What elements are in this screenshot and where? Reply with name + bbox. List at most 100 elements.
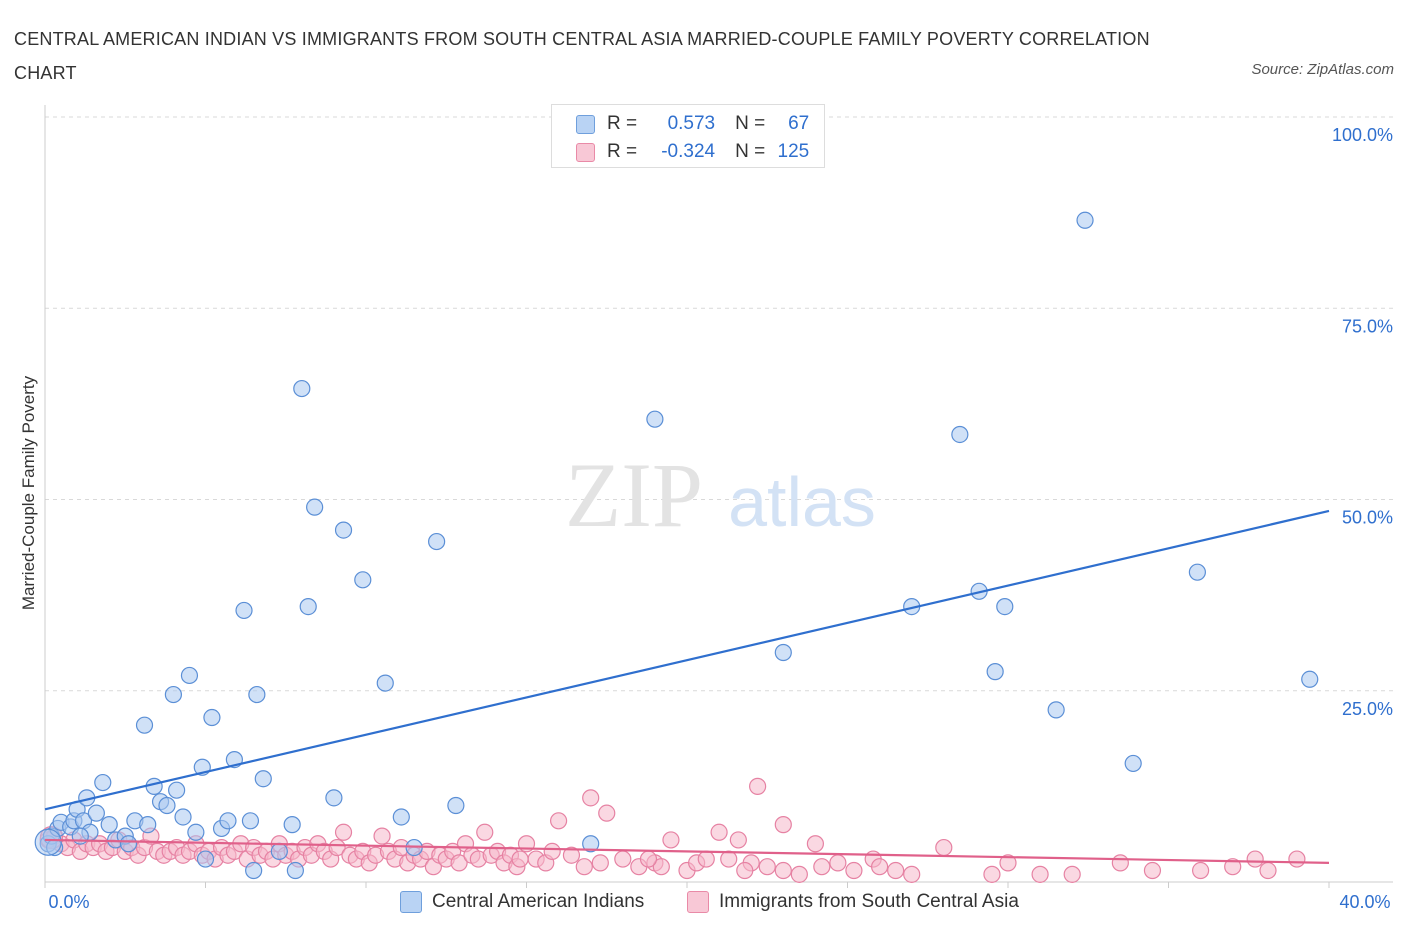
pink-data-point [806, 835, 825, 853]
pink-data-point [736, 861, 754, 880]
blue-data-point [235, 601, 253, 620]
legend-blue-r-label: R = [607, 113, 638, 134]
blue-data-point [299, 597, 317, 616]
blue-series-points [34, 211, 1319, 880]
series-swatch-pink [687, 891, 709, 913]
pink-data-point [829, 854, 847, 872]
blue-data-point [241, 812, 260, 830]
blue-data-point [1301, 670, 1319, 688]
series-legend-blue: Central American Indians [400, 888, 644, 916]
pink-data-point [598, 804, 616, 822]
blue-data-point [646, 410, 664, 428]
blue-data-point [158, 796, 176, 815]
watermark-atlas: atlas [728, 463, 876, 541]
blue-data-point [219, 812, 237, 830]
y-tick-label: 50.0% [1342, 508, 1393, 528]
blue-data-point [447, 796, 465, 815]
blue-data-point [254, 770, 272, 788]
blue-data-point [196, 850, 215, 868]
blue-data-point [94, 773, 112, 792]
pink-data-point [697, 850, 715, 868]
series-swatch-blue [400, 891, 422, 913]
y-axis-label: Married-Couple Family Poverty [19, 375, 38, 610]
pink-data-point [614, 850, 632, 868]
blue-data-point [248, 685, 266, 704]
y-tick-label: 75.0% [1342, 316, 1393, 336]
blue-data-point [87, 804, 105, 822]
pink-data-point [774, 861, 792, 880]
source-credit: Source: ZipAtlas.com [1251, 61, 1394, 78]
pink-data-point [999, 854, 1017, 872]
pink-data-point [511, 850, 529, 868]
blue-data-point [245, 861, 263, 880]
blue-data-point [334, 521, 353, 539]
pink-data-point [639, 850, 658, 868]
blue-data-point [1188, 563, 1206, 581]
watermark-zip: ZIP [565, 444, 703, 546]
pink-data-point [328, 838, 346, 857]
pink-data-point [1143, 861, 1162, 880]
blue-data-point [986, 663, 1004, 681]
blue-data-point [203, 708, 221, 727]
blue-data-point [996, 597, 1014, 616]
blue-data-point [293, 379, 311, 398]
pink-trend-line [44, 838, 1330, 864]
axes: 25.0% 50.0% 75.0% 100.0% [44, 105, 1393, 888]
blue-data-point [135, 716, 154, 734]
pink-data-point [710, 823, 728, 841]
blue-data-point [168, 781, 186, 799]
pink-data-point [1259, 861, 1277, 880]
blue-data-point [354, 571, 372, 589]
pink-data-point [1191, 861, 1210, 880]
series-label-pink: Immigrants from South Central Asia [719, 891, 1019, 912]
pink-data-point [662, 831, 680, 849]
blue-data-point [174, 808, 192, 826]
blue-data-point [306, 498, 324, 516]
blue-data-point [1076, 211, 1094, 229]
legend-pink-n-value: 125 [777, 141, 810, 162]
pink-data-point [575, 858, 593, 876]
pink-data-point [887, 861, 905, 880]
legend-pink-r-label: R = [607, 141, 638, 162]
blue-data-point [325, 789, 343, 807]
x-tick-label-min: 0.0% [48, 892, 89, 912]
pink-data-point [334, 823, 353, 841]
blue-data-point [1047, 701, 1065, 719]
blue-data-point [582, 835, 600, 853]
blue-data-point [139, 816, 157, 834]
blue-data-point [180, 666, 199, 685]
pink-data-point [935, 838, 953, 857]
chart-title: CENTRAL AMERICAN INDIAN VS IMMIGRANTS FR… [14, 29, 1150, 83]
y-tick-label: 100.0% [1332, 125, 1393, 145]
pink-data-point [543, 842, 561, 861]
pink-data-point [652, 858, 670, 876]
blue-data-point [283, 816, 301, 834]
pink-data-point [983, 865, 1001, 883]
blue-data-point [774, 643, 792, 662]
pink-data-point [729, 831, 747, 849]
pink-data-point [845, 861, 863, 880]
pink-data-point [774, 816, 792, 834]
legend-row-blue: R = 0.573 N = 67 [576, 110, 809, 138]
pink-data-point [1111, 854, 1129, 872]
pink-data-point [1246, 850, 1264, 868]
series-label-blue: Central American Indians [432, 891, 645, 912]
pink-data-point [373, 827, 391, 845]
pink-data-point [562, 846, 581, 864]
blue-data-point [951, 425, 969, 444]
pink-data-point [790, 865, 808, 883]
legend-row-pink: R = -0.324 N = 125 [576, 138, 809, 166]
legend-blue-n-label: N = [735, 113, 766, 134]
pink-data-point [1063, 865, 1081, 883]
pink-data-point [1224, 858, 1242, 876]
blue-data-point [164, 685, 182, 704]
y-tick-label: 25.0% [1342, 699, 1393, 719]
legend-swatch-blue [576, 114, 595, 134]
blue-trend-line [44, 509, 1330, 811]
pink-data-point [903, 865, 921, 883]
trend-lines [44, 509, 1330, 864]
x-tick-label-max: 40.0% [1339, 892, 1390, 912]
blue-data-point [100, 816, 118, 834]
pink-data-point [1031, 865, 1049, 883]
